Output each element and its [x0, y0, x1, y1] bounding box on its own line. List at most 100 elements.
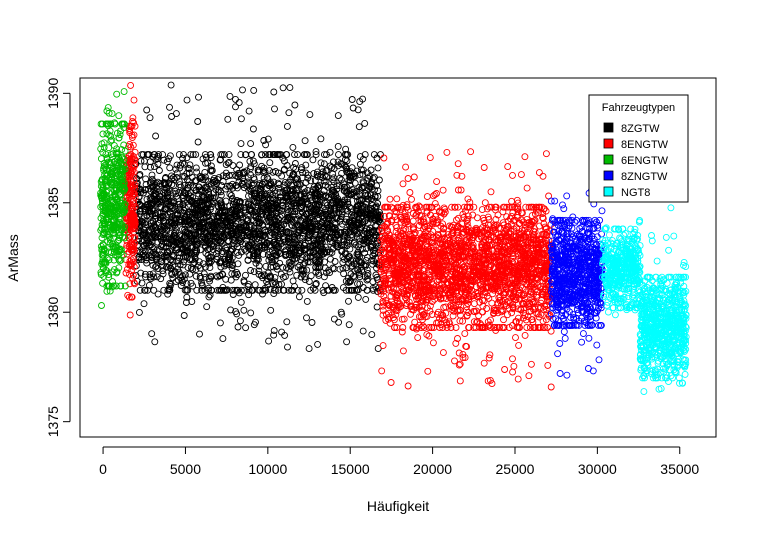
- data-point: [300, 185, 308, 193]
- data-point: [234, 323, 242, 331]
- data-point: [240, 278, 248, 286]
- data-point: [203, 303, 211, 311]
- data-point: [207, 167, 215, 175]
- data-point: [173, 161, 181, 169]
- data-point: [343, 338, 351, 346]
- data-point: [329, 170, 337, 178]
- data-point: [169, 174, 177, 182]
- data-point: [335, 151, 342, 159]
- data-point: [130, 96, 138, 104]
- data-point: [317, 135, 325, 143]
- data-point: [168, 113, 176, 120]
- data-point: [301, 137, 309, 145]
- data-point: [303, 314, 310, 322]
- data-point: [279, 84, 287, 92]
- data-point: [291, 101, 299, 109]
- data-point: [162, 263, 170, 271]
- data-point: [295, 293, 303, 301]
- data-point: [140, 300, 148, 308]
- data-point: [299, 234, 307, 242]
- data-point: [173, 169, 181, 177]
- data-point: [247, 140, 255, 148]
- data-point: [368, 331, 376, 339]
- data-point: [348, 164, 356, 172]
- data-point: [250, 86, 258, 94]
- data-point: [235, 99, 243, 107]
- data-point: [284, 343, 291, 351]
- data-point: [334, 142, 342, 150]
- data-point: [122, 269, 130, 277]
- data-point: [302, 169, 310, 177]
- data-point: [274, 179, 282, 187]
- data-point: [291, 160, 299, 167]
- data-point: [266, 232, 274, 240]
- data-point: [266, 159, 274, 167]
- data-point: [270, 88, 278, 96]
- data-point: [196, 330, 203, 338]
- data-point: [330, 315, 338, 323]
- data-point: [212, 272, 220, 280]
- data-point: [226, 92, 234, 100]
- data-point: [220, 151, 228, 159]
- data-point: [320, 151, 328, 159]
- data-point: [251, 281, 259, 289]
- data-point: [155, 167, 163, 174]
- data-point: [184, 164, 192, 172]
- data-point: [148, 330, 156, 338]
- data-point: [314, 340, 322, 348]
- data-point: [356, 270, 363, 278]
- data-point: [307, 272, 315, 280]
- data-point: [291, 222, 299, 230]
- data-point: [354, 293, 362, 301]
- data-point: [150, 163, 158, 171]
- data-point: [194, 138, 202, 146]
- data-point: [194, 118, 202, 125]
- data-point: [309, 156, 317, 164]
- data-point: [240, 306, 248, 314]
- data-point: [185, 203, 193, 211]
- data-point: [473, 214, 481, 222]
- data-point: [237, 298, 245, 306]
- data-point: [311, 257, 319, 265]
- data-point: [146, 114, 154, 122]
- data-point: [167, 81, 175, 89]
- data-point: [224, 115, 232, 123]
- data-point: [267, 306, 275, 314]
- data-point: [278, 211, 286, 219]
- data-point: [165, 180, 173, 188]
- data-point: [262, 262, 270, 270]
- data-point: [351, 286, 358, 294]
- data-point: [206, 277, 214, 285]
- data-point: [202, 249, 210, 257]
- data-point: [488, 299, 496, 307]
- data-point: [330, 174, 338, 182]
- data-point: [247, 267, 255, 274]
- data-point: [237, 140, 245, 148]
- data-point: [302, 178, 310, 186]
- data-point: [143, 259, 151, 267]
- data-point: [193, 168, 201, 176]
- data-point: [192, 164, 200, 172]
- data-point: [258, 151, 265, 159]
- data-point: [242, 324, 250, 332]
- data-point: [244, 283, 252, 290]
- data-point: [303, 297, 311, 305]
- data-point: [222, 275, 230, 283]
- data-point: [216, 319, 224, 327]
- data-point: [219, 335, 227, 343]
- data-point: [306, 111, 314, 119]
- data-point: [361, 119, 369, 127]
- data-point: [374, 164, 382, 172]
- data-point: [195, 93, 202, 101]
- data-point: [291, 151, 298, 159]
- data-point: [359, 327, 367, 335]
- data-point: [271, 105, 278, 113]
- data-point: [227, 276, 235, 284]
- data-point: [305, 345, 313, 353]
- data-point: [269, 263, 277, 271]
- data-point: [364, 270, 372, 277]
- data-point: [288, 221, 295, 229]
- data-point: [362, 295, 370, 303]
- data-point: [153, 262, 161, 270]
